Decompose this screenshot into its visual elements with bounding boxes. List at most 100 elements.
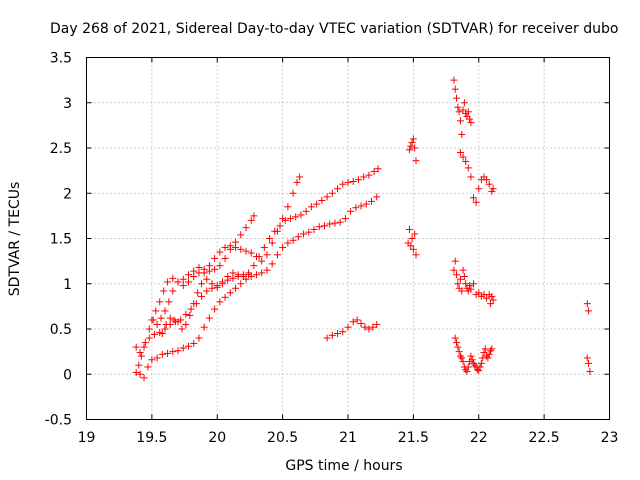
- series-track-a: [132, 193, 381, 382]
- data-point: [182, 311, 190, 319]
- data-point: [174, 278, 182, 286]
- data-point: [347, 207, 355, 215]
- data-point: [150, 330, 158, 338]
- data-point: [357, 320, 365, 328]
- data-point: [250, 212, 258, 220]
- data-point: [349, 177, 357, 185]
- data-point: [459, 266, 467, 274]
- data-point: [341, 215, 349, 223]
- data-point: [475, 185, 483, 193]
- data-point: [153, 354, 161, 362]
- data-point: [453, 94, 461, 102]
- data-point: [158, 330, 166, 338]
- data-point: [480, 349, 488, 357]
- data-point: [160, 287, 168, 295]
- data-point: [456, 149, 464, 157]
- data-point: [481, 345, 489, 353]
- data-point: [307, 203, 315, 211]
- data-point: [369, 323, 377, 331]
- data-point: [294, 233, 302, 241]
- data-point: [136, 349, 144, 357]
- data-point: [178, 325, 186, 333]
- grid: [86, 57, 610, 420]
- data-point: [451, 85, 459, 93]
- data-point: [268, 260, 276, 268]
- data-point: [305, 228, 313, 236]
- data-point: [184, 342, 192, 350]
- series-track-c: [135, 212, 258, 369]
- data-point: [475, 289, 483, 297]
- plot-frame: [86, 57, 610, 420]
- data-point: [318, 196, 326, 204]
- data-point: [409, 245, 417, 253]
- x-tick-label: 20: [208, 430, 226, 446]
- data-point: [292, 213, 300, 221]
- data-point: [456, 275, 464, 283]
- data-point: [357, 202, 365, 210]
- data-point: [164, 349, 172, 357]
- data-point: [247, 216, 255, 224]
- data-point: [488, 292, 496, 300]
- data-point: [336, 218, 344, 226]
- data-point: [459, 106, 467, 114]
- data-point: [148, 316, 156, 324]
- data-point: [456, 352, 464, 360]
- data-point: [279, 215, 287, 223]
- data-point: [179, 275, 187, 283]
- data-point: [407, 242, 415, 250]
- data-point: [184, 278, 192, 286]
- y-tick-label: 1.5: [50, 232, 72, 248]
- data-point: [583, 354, 591, 362]
- data-point: [242, 247, 250, 255]
- data-point: [286, 215, 294, 223]
- data-point: [405, 146, 413, 154]
- data-point: [373, 193, 381, 201]
- data-point: [161, 307, 169, 315]
- data-point: [451, 334, 459, 342]
- data-point: [169, 348, 177, 356]
- data-point: [190, 339, 198, 347]
- x-tick-label: 22.5: [529, 430, 560, 446]
- data-point: [263, 251, 271, 259]
- data-point: [297, 211, 305, 219]
- data-point: [586, 368, 594, 376]
- data-point: [140, 343, 148, 351]
- data-point: [152, 307, 160, 315]
- data-point: [221, 254, 229, 262]
- x-tick-label: 23: [601, 430, 619, 446]
- data-point: [224, 273, 232, 281]
- data-point: [460, 273, 468, 281]
- data-point: [145, 325, 153, 333]
- data-point: [190, 300, 198, 308]
- data-point: [583, 300, 591, 308]
- data-point: [453, 339, 461, 347]
- x-tick-label: 19: [78, 430, 96, 446]
- data-point: [483, 294, 491, 302]
- series-track-j: [451, 334, 496, 376]
- data-point: [184, 271, 192, 279]
- data-point: [464, 108, 472, 116]
- data-point: [467, 173, 475, 181]
- data-point: [164, 278, 172, 286]
- x-tick-label: 19.5: [136, 430, 167, 446]
- data-point: [247, 249, 255, 257]
- data-point: [226, 289, 234, 297]
- data-point: [276, 222, 284, 230]
- data-point: [453, 271, 461, 279]
- data-point: [186, 311, 194, 319]
- data-point: [409, 135, 417, 143]
- data-point: [344, 323, 352, 331]
- data-point: [458, 354, 466, 362]
- data-point: [232, 244, 240, 252]
- data-point: [218, 280, 226, 288]
- data-point: [194, 289, 202, 297]
- data-point: [132, 368, 140, 376]
- data-point: [458, 287, 466, 295]
- data-point: [470, 280, 478, 288]
- data-point: [157, 314, 165, 322]
- data-point: [450, 76, 458, 84]
- data-point: [216, 248, 224, 256]
- data-point: [353, 316, 361, 324]
- y-tick-label: 2: [63, 186, 72, 202]
- data-point: [334, 185, 342, 193]
